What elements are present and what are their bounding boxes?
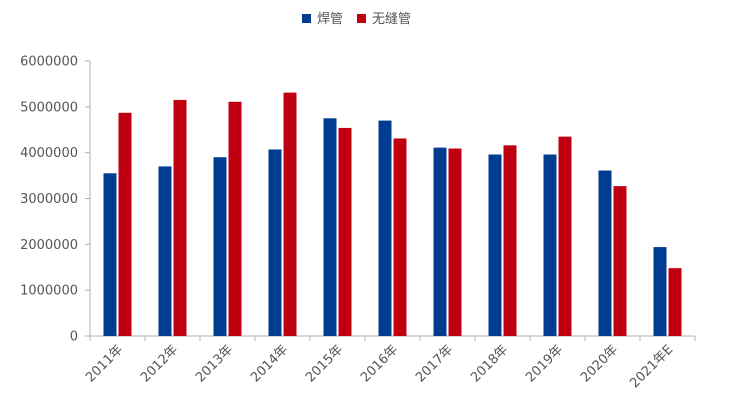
chart-axes: 0 1000000 2000000 3000000 4000000 5000000 6000… <box>20 55 696 345</box>
bar-series1-3 <box>268 149 282 336</box>
bar-series1-0 <box>103 173 117 336</box>
y-tick-label: 4000000 <box>20 146 78 161</box>
x-tick-label: 2020年 <box>578 342 621 385</box>
bar-series1-4 <box>323 118 337 337</box>
y-tick-label: 0 <box>70 330 78 345</box>
x-tick-label: 2011年 <box>83 342 126 385</box>
bar-series2-7 <box>503 145 517 336</box>
x-tick-label: 2013年 <box>193 342 236 385</box>
bar-series1-2 <box>213 157 227 336</box>
y-tick-label: 1000000 <box>20 284 78 299</box>
x-tick-label: 2018年 <box>468 342 511 385</box>
x-tick-label: 2012年 <box>138 342 181 385</box>
x-tick-label: 2019年 <box>523 342 566 385</box>
bar-series2-0 <box>118 112 132 337</box>
bar-series2-9 <box>613 186 627 336</box>
x-axis-labels: 2011年 2012年 2013年 2014年 2015年 2016年 2017年 2018年… <box>83 342 676 391</box>
chart-bars <box>103 92 682 337</box>
bar-series1-9 <box>598 170 612 336</box>
x-tick-label: 2016年 <box>358 342 401 385</box>
y-tick-label: 6000000 <box>20 55 78 70</box>
bar-series2-1 <box>173 99 187 336</box>
bar-series2-6 <box>448 148 462 336</box>
bar-series1-6 <box>433 147 447 336</box>
bar-series2-8 <box>558 136 572 336</box>
legend-label: 无缝管 <box>372 12 411 27</box>
legend: 焊管 无缝管 <box>302 11 411 27</box>
y-tick-label: 3000000 <box>20 192 78 207</box>
legend-swatch-series2 <box>357 14 366 23</box>
bar-series1-7 <box>488 154 502 336</box>
x-tick-label: 2014年 <box>248 342 291 385</box>
x-tick-label: 2021年E <box>627 342 676 391</box>
bar-series1-10 <box>653 247 667 336</box>
bar-series2-3 <box>283 92 297 336</box>
bar-series1-8 <box>543 154 557 336</box>
bar-series2-5 <box>393 138 407 336</box>
bar-series1-5 <box>378 120 392 336</box>
bar-series2-2 <box>228 101 242 337</box>
y-tick-label: 2000000 <box>20 238 78 253</box>
bar-series1-1 <box>158 166 172 336</box>
legend-label: 焊管 <box>317 11 343 27</box>
legend-swatch-series1 <box>302 14 311 23</box>
y-tick-label: 5000000 <box>20 100 78 115</box>
bar-series2-4 <box>338 127 352 337</box>
x-tick-label: 2017年 <box>413 342 456 385</box>
bar-series2-10 <box>668 268 682 336</box>
x-tick-label: 2015年 <box>303 342 346 385</box>
